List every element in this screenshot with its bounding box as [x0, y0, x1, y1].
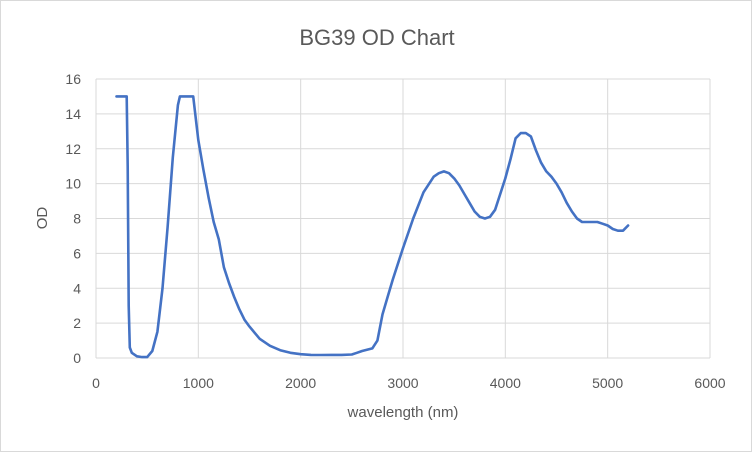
series-lines — [115, 95, 630, 359]
y-tick-label: 16 — [65, 71, 81, 87]
x-tick-label: 2000 — [285, 375, 316, 391]
y-tick-label: 4 — [73, 280, 81, 296]
y-tick-label: 8 — [73, 211, 81, 227]
x-tick-label: 4000 — [490, 375, 521, 391]
y-tick-label: 14 — [65, 106, 81, 122]
y-tick-label: 0 — [73, 350, 81, 366]
y-tick-labels: 0 2 4 6 8 10 12 14 16 — [65, 71, 81, 366]
series-line — [115, 95, 630, 359]
chart-title: BG39 OD Chart — [299, 25, 454, 50]
y-tick-label: 10 — [65, 176, 81, 192]
y-tick-label: 2 — [73, 315, 81, 331]
gridlines — [95, 78, 711, 359]
x-axis-label: wavelength (nm) — [347, 404, 459, 421]
x-tick-label: 6000 — [694, 375, 725, 391]
x-tick-label: 5000 — [592, 375, 623, 391]
x-tick-label: 1000 — [183, 375, 214, 391]
x-tick-labels: 0 1000 2000 3000 4000 5000 6000 — [92, 375, 726, 391]
y-axis-label: OD — [34, 207, 51, 230]
x-tick-label: 0 — [92, 375, 100, 391]
y-tick-label: 6 — [73, 245, 81, 261]
y-tick-label: 12 — [65, 141, 81, 157]
x-tick-label: 3000 — [387, 375, 418, 391]
